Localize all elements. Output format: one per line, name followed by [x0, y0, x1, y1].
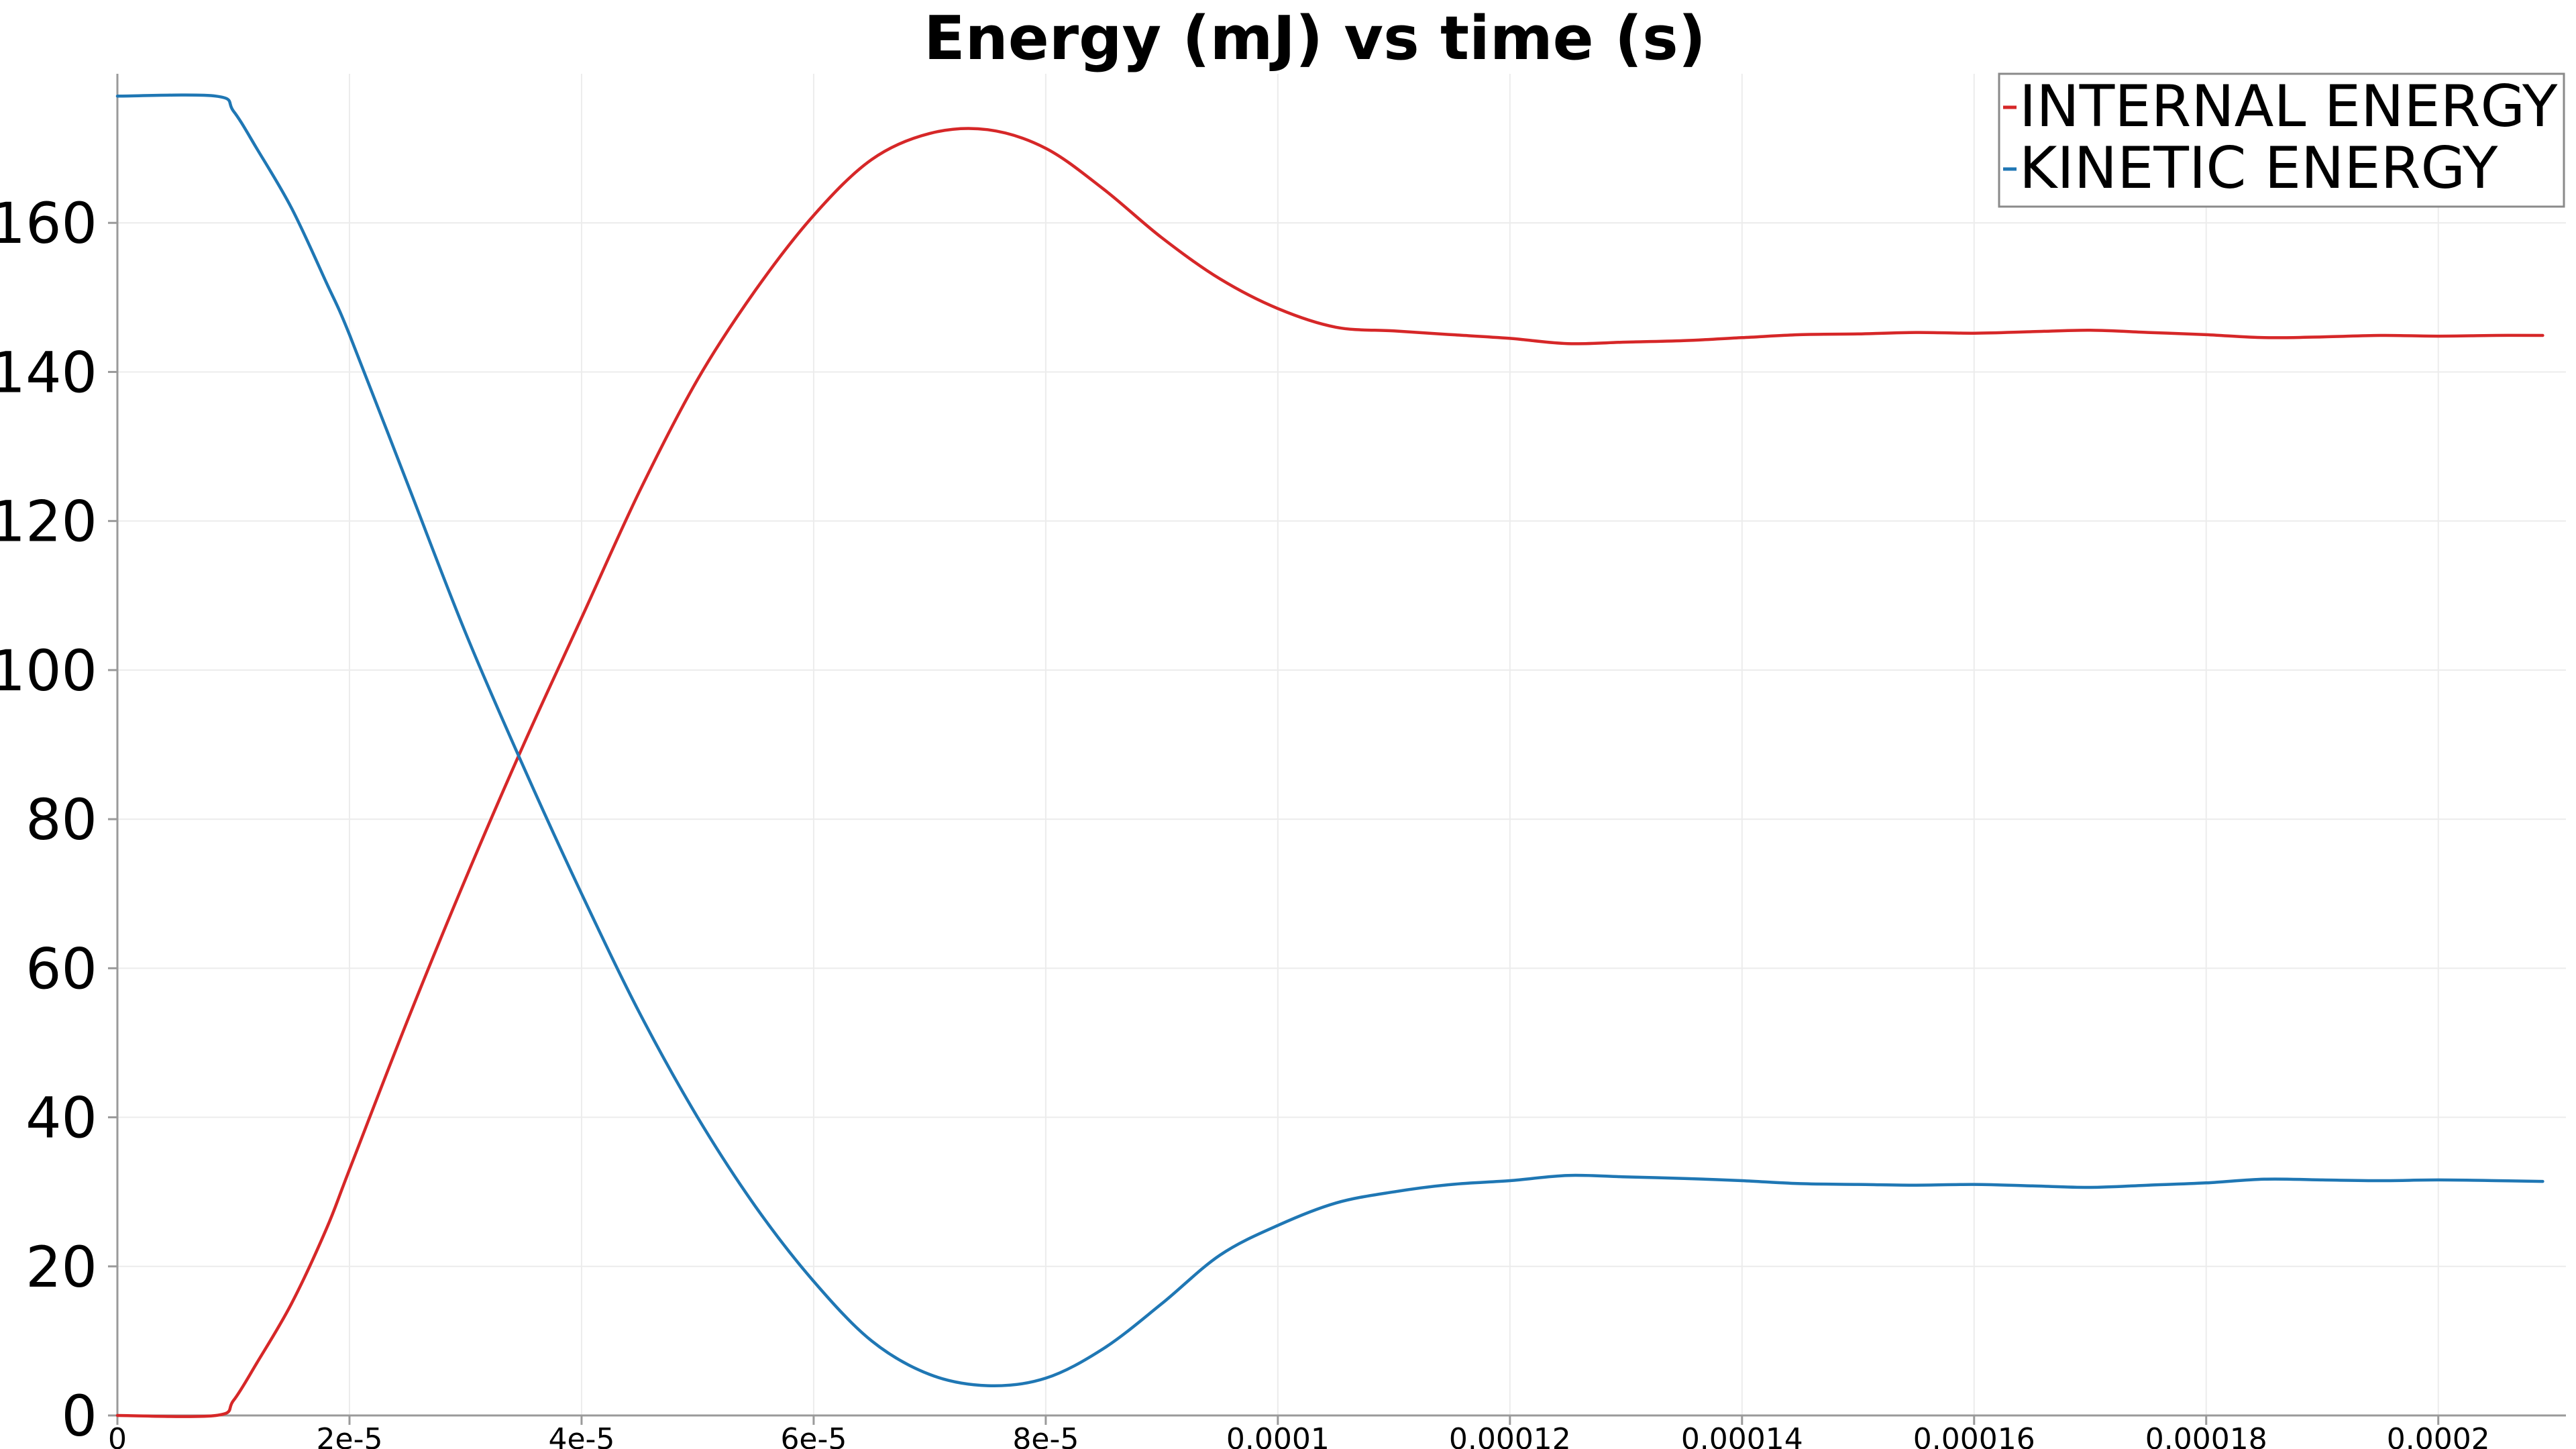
y-tick-labels: 0 20 40 60 80 100 120 140 160	[0, 191, 97, 1449]
chart-title: Energy (mJ) vs time (s)	[924, 3, 1706, 74]
x-tick-label: 0.00012	[1449, 1422, 1571, 1449]
x-tick-label: 6e-5	[780, 1422, 847, 1449]
y-tick-label: 40	[25, 1085, 97, 1151]
legend-label-kinetic-energy: KINETIC ENERGY	[2019, 135, 2498, 202]
series-lines	[115, 93, 2544, 1418]
x-tick-label: 0.00014	[1681, 1422, 1803, 1449]
axes	[108, 74, 2566, 1425]
x-tick-label: 0	[108, 1422, 127, 1449]
x-tick-label: 8e-5	[1012, 1422, 1079, 1449]
y-tick-label: 100	[0, 638, 97, 704]
y-tick-label: 80	[25, 787, 97, 853]
y-tick-label: 60	[25, 936, 97, 1002]
y-tick-label: 120	[0, 489, 97, 555]
legend-box	[1998, 72, 2565, 208]
x-tick-label: 0.0001	[1226, 1422, 1330, 1449]
legend: INTERNAL ENERGY KINETIC ENERGY	[1998, 72, 2565, 208]
x-tick-label: 0.00018	[2145, 1422, 2267, 1449]
y-tick-label: 0	[62, 1383, 97, 1449]
x-tick-label: 4e-5	[548, 1422, 614, 1449]
series-line-kinetic-energy	[115, 93, 2544, 1388]
x-tick-label: 2e-5	[317, 1422, 383, 1449]
x-tick-label: 0.00016	[1913, 1422, 2035, 1449]
legend-label-internal-energy: INTERNAL ENERGY	[2019, 73, 2558, 140]
y-tick-label: 160	[0, 191, 97, 256]
x-tick-labels: 0 2e-5 4e-5 6e-5 8e-5 0.0001 0.00012 0.00014 0.0…	[108, 1422, 2490, 1449]
grid-lines	[117, 74, 2566, 1415]
y-tick-label: 140	[0, 339, 97, 405]
series-line-internal-energy	[115, 127, 2544, 1418]
x-tick-label: 0.0002	[2387, 1422, 2490, 1449]
y-tick-label: 20	[25, 1234, 97, 1300]
